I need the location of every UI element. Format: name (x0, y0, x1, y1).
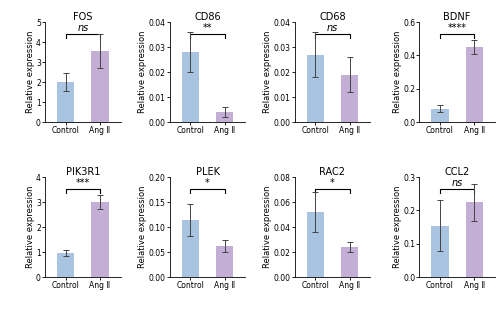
Bar (466, 47, 483, 122)
Bar (182, 220, 199, 277)
Y-axis label: Relative expression: Relative expression (392, 31, 402, 113)
Text: **: ** (203, 23, 212, 33)
Bar (306, 212, 324, 277)
Y-axis label: Relative expression: Relative expression (138, 31, 147, 113)
Bar (92, 202, 108, 277)
Title: CCL2: CCL2 (444, 167, 470, 177)
Bar (57, 82, 74, 122)
Text: *: * (330, 178, 335, 188)
Title: BDNF: BDNF (444, 12, 471, 22)
Bar (57, 254, 74, 277)
Bar (432, 109, 448, 122)
Title: CD86: CD86 (194, 12, 221, 22)
Y-axis label: Relative expression: Relative expression (26, 186, 35, 268)
Title: PIK3R1: PIK3R1 (66, 167, 100, 177)
Y-axis label: Relative expression: Relative expression (263, 31, 272, 113)
Y-axis label: Relative expression: Relative expression (138, 186, 147, 268)
Bar (92, 51, 108, 122)
Title: PLEK: PLEK (196, 167, 220, 177)
Y-axis label: Relative expression: Relative expression (392, 186, 402, 268)
Text: ns: ns (452, 178, 463, 188)
Bar (182, 52, 199, 122)
Bar (466, 202, 483, 277)
Bar (216, 112, 234, 122)
Text: ns: ns (77, 23, 88, 33)
Y-axis label: Relative expression: Relative expression (263, 186, 272, 268)
Bar (306, 54, 324, 122)
Title: FOS: FOS (73, 12, 92, 22)
Text: ns: ns (327, 23, 338, 33)
Bar (341, 75, 358, 122)
Title: CD68: CD68 (319, 12, 345, 22)
Title: RAC2: RAC2 (320, 167, 345, 177)
Bar (432, 226, 448, 277)
Bar (216, 246, 234, 277)
Text: ***: *** (76, 178, 90, 188)
Bar (341, 247, 358, 277)
Text: *: * (205, 178, 210, 188)
Y-axis label: Relative expression: Relative expression (26, 31, 35, 113)
Text: ****: **** (448, 23, 466, 33)
